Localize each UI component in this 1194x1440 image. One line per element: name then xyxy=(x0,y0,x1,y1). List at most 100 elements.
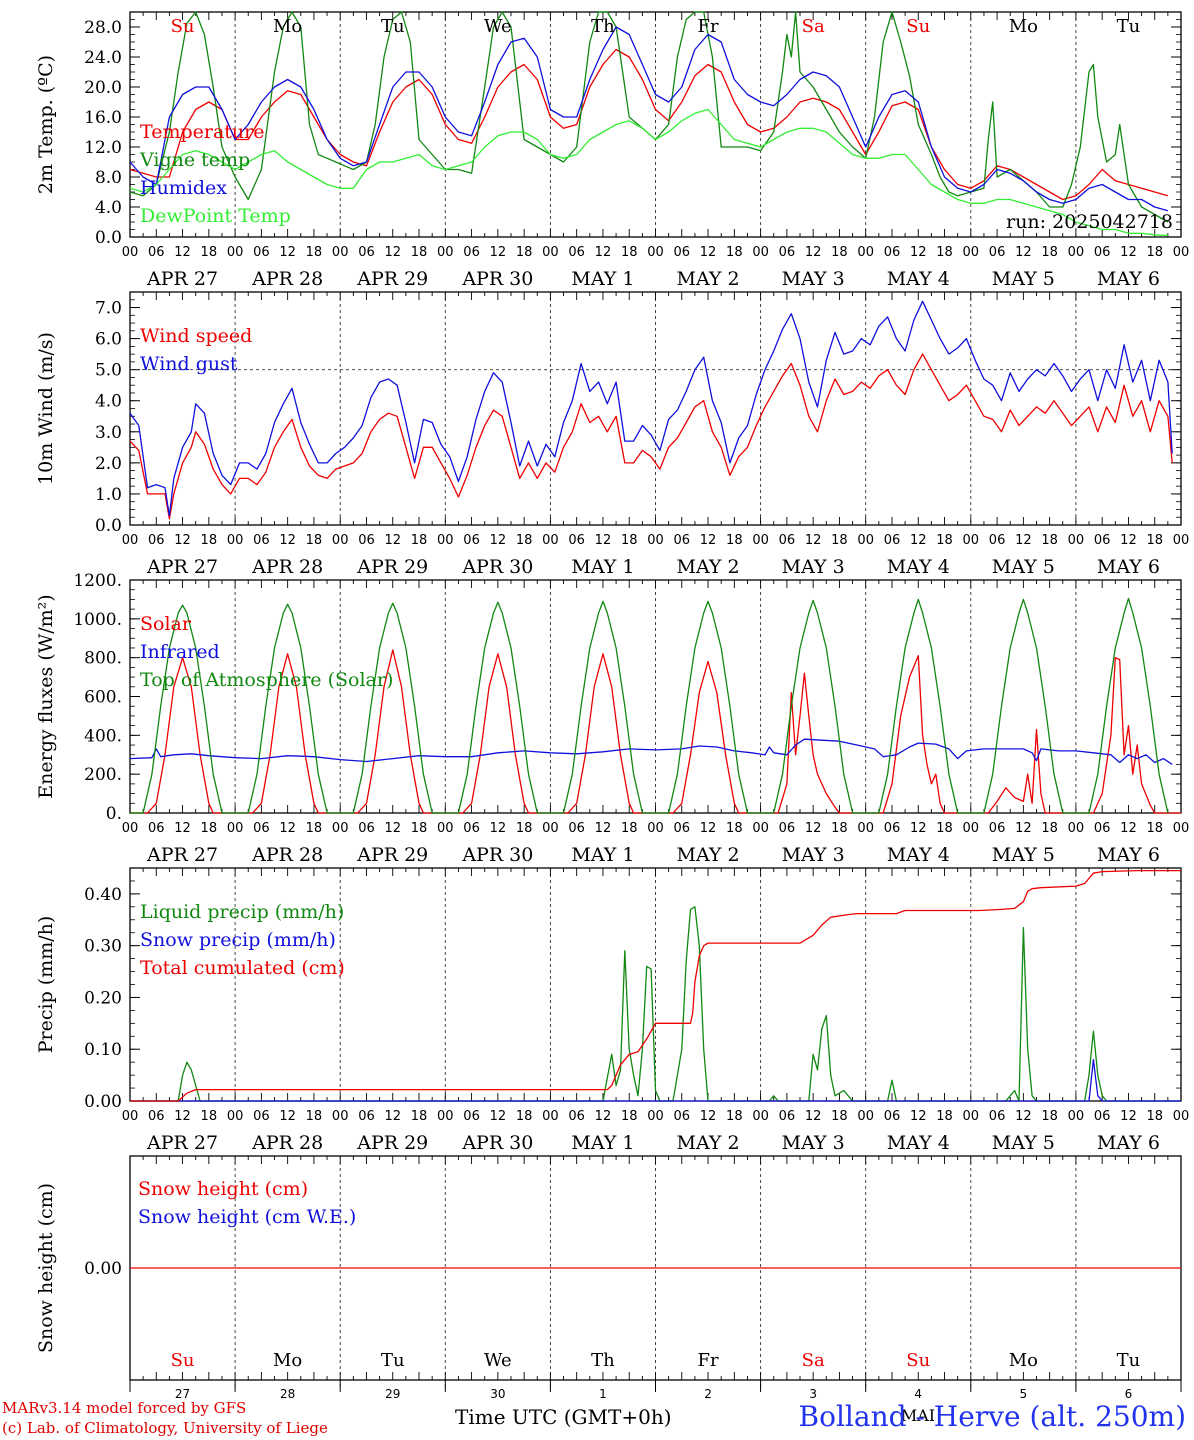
y-tick-label: 200. xyxy=(84,765,122,785)
hour-tick-label: 12 xyxy=(279,245,296,260)
hour-tick-label: 18 xyxy=(621,245,638,260)
date-label: MAY 2 xyxy=(677,1132,740,1154)
series-line xyxy=(130,869,1181,1102)
legend-entry: Snow precip (mm/h) xyxy=(140,929,336,951)
hour-tick-label: 00 xyxy=(1068,245,1085,260)
weekday-label: Sa xyxy=(802,16,825,37)
hour-tick-label: 18 xyxy=(831,533,848,548)
date-label: MAY 3 xyxy=(782,268,845,290)
legend-entry: Vigne temp xyxy=(139,149,250,171)
date-label: APR 29 xyxy=(356,844,428,866)
bottom-weekday-label: Fr xyxy=(698,1350,719,1371)
hour-tick-label: 00 xyxy=(857,245,874,260)
date-label: APR 28 xyxy=(251,268,323,290)
date-label: APR 27 xyxy=(146,1132,218,1154)
date-label: MAY 6 xyxy=(1097,844,1160,866)
hour-tick-label: 00 xyxy=(332,821,349,836)
hour-tick-label: 06 xyxy=(463,533,480,548)
legend-entry: Top of Atmosphere (Solar) xyxy=(140,669,393,691)
hour-tick-label: 18 xyxy=(1146,821,1163,836)
hour-tick-label: 12 xyxy=(1120,821,1137,836)
y-axis-label: Precip (mm/h) xyxy=(35,916,57,1054)
legend-entry: DewPoint Temp xyxy=(140,205,291,227)
hour-tick-label: 00 xyxy=(122,245,139,260)
bottom-day-number: 29 xyxy=(385,1387,400,1401)
hour-tick-label: 18 xyxy=(1041,821,1058,836)
y-axis-label: Energy fluxes (W/m²) xyxy=(35,594,57,798)
hour-tick-label: 00 xyxy=(437,245,454,260)
hour-tick-label: 06 xyxy=(1094,533,1111,548)
hour-tick-label: 06 xyxy=(884,533,901,548)
y-tick-label: 0.20 xyxy=(84,988,122,1008)
bottom-day-number: 30 xyxy=(490,1387,505,1401)
hour-tick-label: 18 xyxy=(516,533,533,548)
hour-tick-label: 06 xyxy=(779,245,796,260)
hour-tick-label: 00 xyxy=(1173,821,1190,836)
hour-tick-label: 12 xyxy=(490,245,507,260)
date-label: MAY 4 xyxy=(887,268,950,290)
hour-tick-label: 12 xyxy=(490,821,507,836)
hour-tick-label: 00 xyxy=(437,533,454,548)
run-label: run: 2025042718 xyxy=(1006,211,1173,233)
hour-tick-label: 00 xyxy=(857,821,874,836)
weekday-label: Mo xyxy=(273,16,302,37)
hour-tick-label: 12 xyxy=(910,821,927,836)
hour-tick-label: 00 xyxy=(227,245,244,260)
y-tick-label: 12.0 xyxy=(84,138,122,158)
weekday-label: Tu xyxy=(1117,16,1141,37)
date-label: APR 28 xyxy=(251,844,323,866)
hour-tick-label: 12 xyxy=(595,1109,612,1124)
hour-tick-label: 00 xyxy=(963,533,980,548)
legend-entry: Total cumulated (cm) xyxy=(140,957,345,979)
hour-tick-label: 18 xyxy=(411,533,428,548)
y-tick-label: 400. xyxy=(84,726,122,746)
y-tick-label: 1200. xyxy=(73,571,122,591)
hour-tick-label: 12 xyxy=(279,533,296,548)
hour-tick-label: 06 xyxy=(358,821,375,836)
series-line xyxy=(129,300,1173,517)
hour-tick-label: 18 xyxy=(306,821,323,836)
hour-tick-label: 18 xyxy=(726,245,743,260)
hour-tick-label: 18 xyxy=(621,533,638,548)
hour-tick-label: 06 xyxy=(989,533,1006,548)
hour-tick-label: 06 xyxy=(148,821,165,836)
legend-entry: Liquid precip (mm/h) xyxy=(140,901,344,923)
hour-tick-label: 06 xyxy=(884,245,901,260)
y-tick-label: 0.10 xyxy=(84,1040,122,1060)
hour-tick-label: 00 xyxy=(647,821,664,836)
series-line xyxy=(130,649,1181,814)
bottom-weekday-label: Tu xyxy=(1117,1350,1141,1371)
hour-tick-label: 12 xyxy=(910,533,927,548)
hour-tick-label: 00 xyxy=(647,1109,664,1124)
hour-tick-label: 12 xyxy=(1015,245,1032,260)
hour-tick-label: 12 xyxy=(174,245,191,260)
date-label: MAY 1 xyxy=(571,844,634,866)
bottom-day-number: 6 xyxy=(1125,1387,1133,1401)
y-tick-label: 1.0 xyxy=(95,485,122,505)
date-label: APR 29 xyxy=(356,1132,428,1154)
hour-tick-label: 12 xyxy=(279,1109,296,1124)
y-tick-label: 3.0 xyxy=(95,423,122,443)
time-axis-label: Time UTC (GMT+0h) xyxy=(455,1405,672,1429)
hour-tick-label: 18 xyxy=(201,1109,218,1124)
bottom-weekday-label: Mo xyxy=(273,1350,302,1371)
hour-tick-label: 18 xyxy=(516,1109,533,1124)
y-axis-label: Snow height (cm) xyxy=(35,1183,57,1353)
hour-tick-label: 00 xyxy=(332,245,349,260)
y-tick-label: 0.00 xyxy=(84,1259,122,1279)
date-label: MAY 2 xyxy=(677,268,740,290)
hour-tick-label: 18 xyxy=(1041,1109,1058,1124)
y-axis-label: 10m Wind (m/s) xyxy=(35,332,57,485)
y-tick-label: 4.0 xyxy=(95,198,122,218)
hour-tick-label: 00 xyxy=(332,533,349,548)
hour-tick-label: 00 xyxy=(227,821,244,836)
hour-tick-label: 18 xyxy=(516,821,533,836)
hour-tick-label: 12 xyxy=(700,533,717,548)
date-label: MAY 2 xyxy=(677,556,740,578)
date-label: APR 29 xyxy=(356,556,428,578)
hour-tick-label: 06 xyxy=(989,1109,1006,1124)
hour-tick-label: 06 xyxy=(568,533,585,548)
y-tick-label: 0. xyxy=(106,804,122,824)
hour-tick-label: 06 xyxy=(358,533,375,548)
hour-tick-label: 00 xyxy=(122,533,139,548)
